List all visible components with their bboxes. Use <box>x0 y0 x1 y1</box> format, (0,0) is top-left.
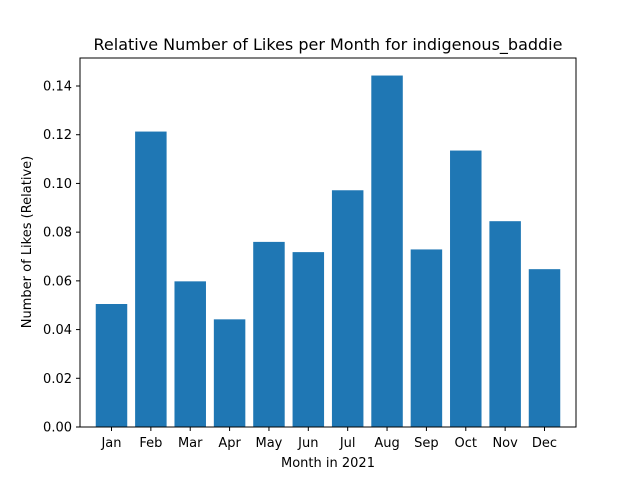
bar-mar <box>174 281 206 427</box>
bar-jul <box>331 190 364 427</box>
y-tick-label: 0.00 <box>43 421 72 436</box>
plot-area <box>95 75 561 428</box>
y-tick-label: 0.12 <box>43 128 72 143</box>
x-axis: Jan Feb Mar Apr May Jun Jul Aug Sep Oct Nov Dec <box>100 427 557 451</box>
bar-may <box>253 241 285 427</box>
y-tick-label: 0.04 <box>43 323 72 338</box>
x-tick-label: Nov <box>492 436 518 451</box>
bar-feb <box>135 131 167 427</box>
x-tick-label: Oct <box>455 436 477 451</box>
x-tick-label: Feb <box>139 436 162 451</box>
x-tick-label: Mar <box>178 436 203 451</box>
x-tick-label: Jul <box>339 436 356 451</box>
y-tick-label: 0.14 <box>43 80 72 95</box>
y-tick-label: 0.10 <box>43 177 72 192</box>
x-tick-label: Jan <box>100 436 121 451</box>
x-tick-label: Dec <box>532 436 557 451</box>
bar-sep <box>410 249 443 427</box>
bar-oct <box>450 150 482 428</box>
bar-nov <box>489 221 521 427</box>
chart-title: Relative Number of Likes per Month for i… <box>94 35 563 55</box>
x-tick-label: Sep <box>414 436 439 451</box>
bar-jan <box>95 304 128 427</box>
bar-jun <box>292 252 325 427</box>
y-axis-label: Number of Likes (Relative) <box>20 156 35 328</box>
y-tick-label: 0.08 <box>43 226 72 241</box>
y-axis: 0.00 0.02 0.04 0.06 0.08 0.10 0.12 0.14 <box>43 80 80 436</box>
y-tick-label: 0.06 <box>43 274 72 289</box>
x-tick-label: Jun <box>297 436 318 451</box>
x-tick-label: Apr <box>218 436 241 451</box>
x-tick-label: May <box>256 436 283 451</box>
plot-frame <box>79 57 577 428</box>
bar-dec <box>528 269 561 427</box>
y-tick-label: 0.02 <box>43 372 72 387</box>
bar-apr <box>213 319 246 427</box>
bar-aug <box>371 75 403 427</box>
x-axis-label: Month in 2021 <box>281 456 375 471</box>
x-tick-label: Aug <box>374 436 399 451</box>
